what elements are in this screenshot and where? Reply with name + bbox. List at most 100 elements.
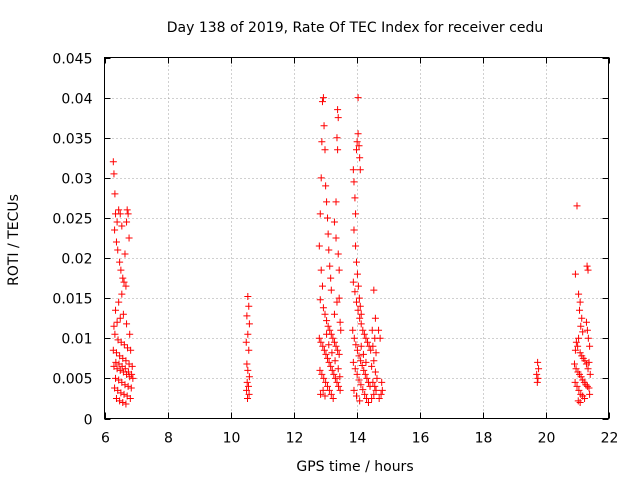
data-point xyxy=(127,384,135,392)
data-point xyxy=(124,210,132,218)
data-point xyxy=(581,357,589,365)
data-point xyxy=(335,266,343,274)
data-point xyxy=(318,98,326,106)
data-point xyxy=(121,365,129,373)
data-point xyxy=(583,382,591,390)
data-point xyxy=(582,381,590,389)
data-point xyxy=(330,310,338,318)
data-point xyxy=(334,346,342,354)
data-point xyxy=(335,294,343,302)
data-point xyxy=(329,334,337,342)
x-tick-label: 8 xyxy=(164,431,173,447)
data-point xyxy=(114,246,122,254)
data-point xyxy=(112,306,120,314)
data-point xyxy=(334,106,342,114)
data-point xyxy=(352,341,360,349)
data-point xyxy=(378,378,386,386)
data-point xyxy=(319,304,327,312)
axis-ticks: 6 8 10 12 14 16 18 20 22 0 0.005 0.01 0.015 0.02 0.025… xyxy=(52,52,618,447)
y-tick-label: 0.005 xyxy=(52,372,92,388)
data-point xyxy=(120,390,128,398)
data-point xyxy=(349,358,357,366)
data-point xyxy=(243,386,251,394)
data-point xyxy=(372,349,380,357)
data-point xyxy=(351,365,359,373)
data-point xyxy=(122,357,130,365)
data-point xyxy=(315,242,323,250)
data-point xyxy=(334,250,342,258)
data-point xyxy=(242,338,250,346)
data-point xyxy=(572,365,580,373)
data-point xyxy=(245,373,253,381)
data-point xyxy=(245,346,253,354)
data-point xyxy=(337,326,345,334)
data-point xyxy=(571,378,579,386)
data-point xyxy=(111,226,119,234)
data-point xyxy=(128,370,136,378)
data-point xyxy=(317,390,325,398)
data-points xyxy=(109,94,594,408)
data-point xyxy=(316,210,324,218)
grid xyxy=(104,57,609,419)
data-point xyxy=(323,317,331,325)
data-point xyxy=(360,330,368,338)
data-point xyxy=(571,346,579,354)
x-tick-label: 20 xyxy=(538,431,556,447)
data-point xyxy=(113,365,121,373)
y-tick-label: 0.015 xyxy=(52,292,92,308)
data-point xyxy=(353,146,360,154)
data-point xyxy=(325,386,333,394)
data-point xyxy=(110,322,118,330)
data-point xyxy=(355,376,363,384)
data-point xyxy=(572,338,580,346)
data-point xyxy=(361,370,369,378)
data-point xyxy=(585,358,593,366)
x-tick-label: 12 xyxy=(286,431,304,447)
data-point xyxy=(119,274,127,282)
data-point xyxy=(357,381,365,389)
data-point xyxy=(576,306,584,314)
x-tick-label: 6 xyxy=(101,431,110,447)
data-point xyxy=(361,390,369,398)
data-point xyxy=(320,346,328,354)
data-point xyxy=(330,218,338,226)
data-point xyxy=(112,374,120,382)
data-point xyxy=(354,130,362,138)
data-point xyxy=(323,330,331,338)
data-point xyxy=(369,378,377,386)
data-point xyxy=(244,366,252,374)
data-point xyxy=(329,394,337,402)
data-point xyxy=(125,234,133,242)
y-tick-label: 0.025 xyxy=(52,212,92,228)
data-point xyxy=(571,270,579,278)
data-point xyxy=(315,334,323,342)
data-point xyxy=(332,198,340,206)
y-tick-label: 0.035 xyxy=(52,132,92,148)
data-point xyxy=(333,378,341,386)
data-point xyxy=(364,398,372,406)
data-point xyxy=(336,373,344,381)
x-tick-label: 16 xyxy=(412,431,430,447)
data-point xyxy=(121,381,129,389)
data-point xyxy=(368,326,376,334)
data-point xyxy=(586,342,594,350)
data-point xyxy=(355,352,363,360)
data-point xyxy=(353,138,361,146)
data-point xyxy=(335,382,343,390)
y-tick-label: 0.03 xyxy=(61,172,92,188)
data-point xyxy=(323,198,331,206)
data-point xyxy=(336,386,344,394)
data-point xyxy=(586,390,594,398)
data-point xyxy=(116,397,124,405)
data-point xyxy=(534,374,542,382)
data-point xyxy=(322,182,330,190)
data-point xyxy=(326,262,334,270)
data-point xyxy=(111,330,119,338)
data-point xyxy=(350,178,358,186)
data-point xyxy=(119,310,127,318)
data-point xyxy=(320,374,328,382)
data-point xyxy=(317,174,325,182)
y-tick-label: 0.04 xyxy=(61,92,92,108)
data-point xyxy=(119,398,127,406)
